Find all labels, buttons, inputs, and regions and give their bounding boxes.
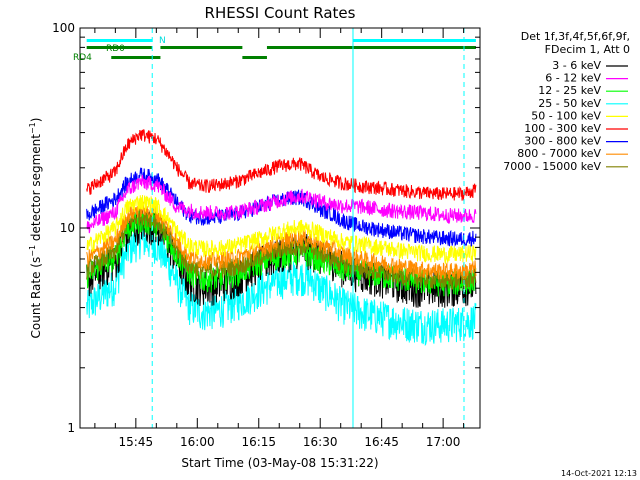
y-axis-label-sup: −1: [28, 122, 37, 134]
attenuator-label-n: N: [159, 36, 166, 46]
legend-header-2: FDecim 1, Att 0: [545, 43, 630, 56]
x-tick-label: 16:30: [303, 435, 338, 449]
cyan-state-bar: [86, 39, 153, 42]
x-tick-label: 16:15: [241, 435, 276, 449]
y-axis-label-sup: −1: [28, 245, 37, 257]
rd0-state-bar: [86, 46, 153, 49]
rd0-state-bar: [160, 46, 243, 49]
y-tick-label: 1: [67, 421, 75, 435]
render-timestamp: 14-Oct-2021 12:13: [561, 469, 637, 478]
x-tick-label: 16:00: [180, 435, 215, 449]
attenuator-label-rd4: RD4: [73, 53, 92, 63]
attenuator-layer: [86, 39, 476, 59]
y-axis-ticks: 1 10 100: [52, 21, 480, 435]
x-axis-label: Start Time (03-May-08 15:31:22): [181, 456, 378, 470]
attenuator-label-rd0: RD0: [106, 44, 125, 54]
legend-label: 50 - 100 keV: [531, 109, 601, 122]
x-tick-label: 17:00: [426, 435, 461, 449]
x-axis-ticks: 15:45 16:00 16:15 16:30 16:45 17:00: [94, 28, 465, 449]
y-axis-label-part: detector segment: [29, 134, 43, 245]
series-line-100-300-kev: [86, 129, 477, 201]
y-axis-label: Count Rate (s−1 detector segment−1): [28, 118, 43, 339]
rd4-state-bar: [111, 56, 161, 59]
series-line-800-7000-kev: [86, 199, 477, 280]
rd4-state-bar: [242, 56, 267, 59]
y-tick-label: 100: [52, 21, 75, 35]
legend-label: 3 - 6 keV: [552, 59, 601, 72]
cyan-state-bar: [352, 39, 476, 42]
y-axis-label-part: Count Rate (s: [29, 257, 43, 339]
legend-header-1: Det 1f,3f,4f,5f,6f,9f,: [521, 30, 630, 43]
x-tick-label: 15:45: [119, 435, 154, 449]
chart-title: RHESSI Count Rates: [205, 4, 356, 22]
legend-label: 100 - 300 keV: [524, 122, 601, 135]
series-line-6-12-kev: [86, 174, 477, 234]
legend-label: 12 - 25 keV: [538, 84, 601, 97]
rd0-state-bar: [266, 46, 476, 49]
legend-label: 25 - 50 keV: [538, 97, 601, 110]
y-tick-label: 10: [60, 221, 75, 235]
legend-label: 6 - 12 keV: [545, 72, 601, 85]
y-axis-label-part: ): [29, 118, 43, 123]
series-layer: [86, 129, 477, 347]
legend-label: 300 - 800 keV: [524, 135, 601, 148]
x-tick-label: 16:45: [364, 435, 399, 449]
interval-lines: [151, 28, 465, 428]
legend-label: 7000 - 15000 keV: [503, 160, 601, 173]
legend-label: 800 - 7000 keV: [517, 147, 601, 160]
series-line-50-100-kev: [86, 195, 477, 265]
